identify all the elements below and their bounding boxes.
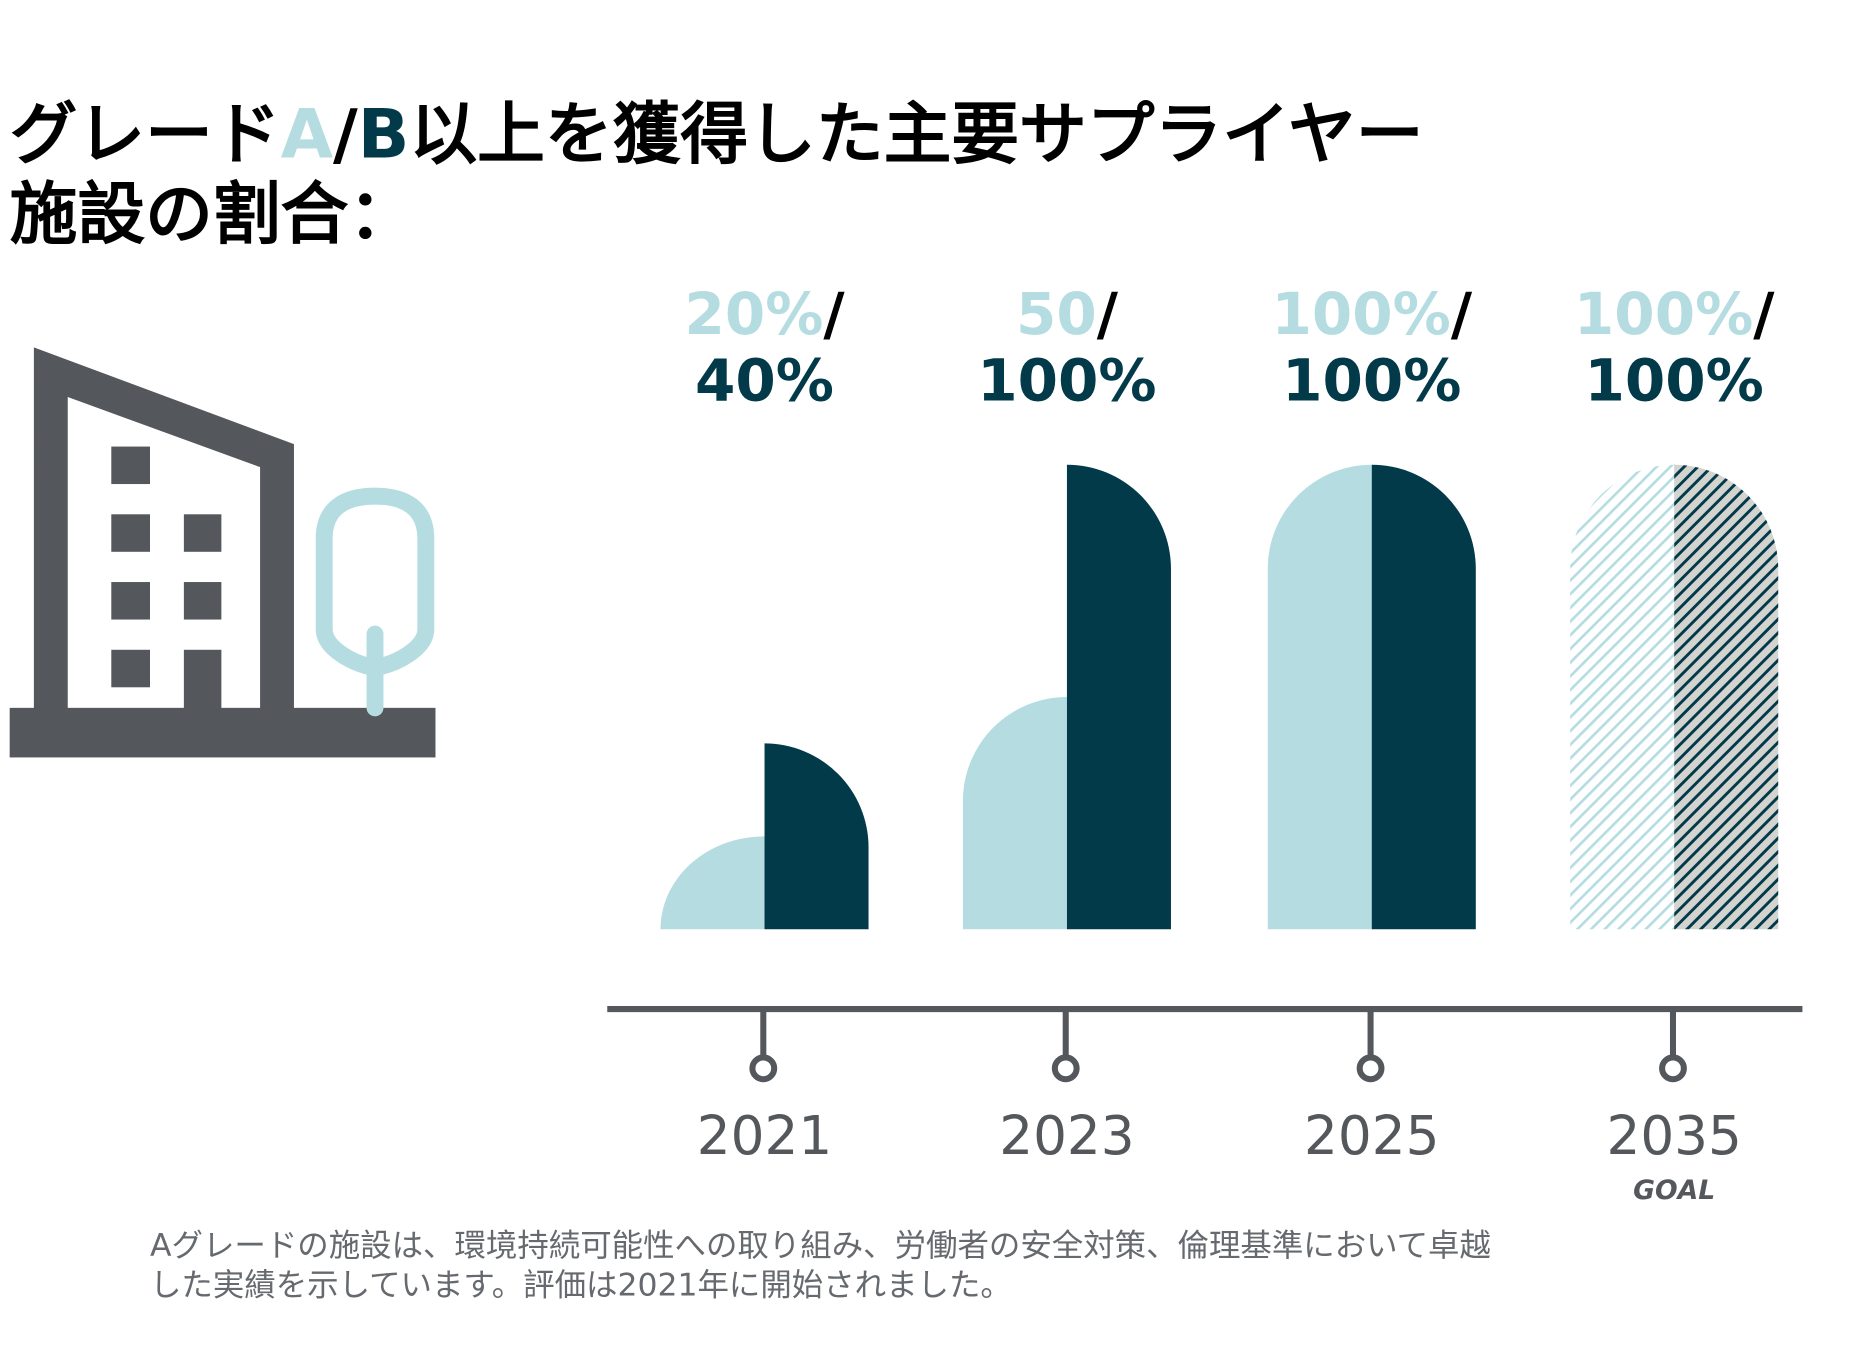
bar-grade-b-2035: [1674, 464, 1779, 930]
bar-grade-a-2021: [660, 836, 765, 930]
tick-marker-2025: [1356, 1054, 1385, 1083]
value-label-bottom-2021: 40%: [695, 347, 834, 415]
page-title-line2: 施設の割合：: [10, 174, 416, 253]
page-title: グレードA/B以上を獲得した主要サプライヤー: [10, 94, 1424, 173]
bar-grade-b-2025: [1371, 464, 1476, 930]
tick-marker-2035: [1659, 1054, 1687, 1083]
value-labels: 20%/40%50/100%100%/100%100%/100%: [684, 280, 1775, 415]
building-icon: [9, 347, 436, 758]
goal-label: GOAL: [1633, 1175, 1715, 1206]
footnote-line1: Aグレードの施設は、環境持続可能性への取り組み、労働者の安全対策、倫理基準におい…: [150, 1228, 1491, 1264]
bar-grade-b-2023: [1066, 464, 1171, 930]
tick-marker-2023: [1051, 1054, 1080, 1083]
year-label-2025: 2025: [1304, 1105, 1439, 1167]
grade-b-label: B: [358, 94, 410, 173]
value-label-top-2035: 100%/: [1574, 280, 1775, 348]
timeline-ticks: 2021 2023 2025 2035: [697, 1009, 1742, 1167]
bar-grade-a-2025: [1267, 464, 1372, 930]
value-label-top-2023: 50/: [1016, 280, 1119, 348]
value-label-bottom-2025: 100%: [1282, 347, 1461, 415]
value-label-bottom-2023: 100%: [977, 347, 1156, 415]
footnote-line2: した実績を示しています。評価は2021年に開始されました。: [150, 1268, 1012, 1304]
year-label-2035: 2035: [1606, 1105, 1741, 1167]
grade-a-label: A: [281, 94, 334, 173]
value-label-bottom-2035: 100%: [1585, 347, 1764, 415]
bar-grade-a-2035: [1570, 464, 1675, 930]
value-label-top-2025: 100%/: [1272, 280, 1473, 348]
value-label-top-2021: 20%/: [684, 280, 845, 348]
bar-grade-b-2021: [764, 743, 869, 930]
tree-icon: [315, 487, 435, 717]
year-label-2023: 2023: [999, 1105, 1134, 1167]
tick-marker-2021: [749, 1054, 778, 1083]
bar-group: [660, 464, 1779, 930]
bar-grade-a-2023: [962, 696, 1067, 930]
year-label-2021: 2021: [697, 1105, 832, 1167]
